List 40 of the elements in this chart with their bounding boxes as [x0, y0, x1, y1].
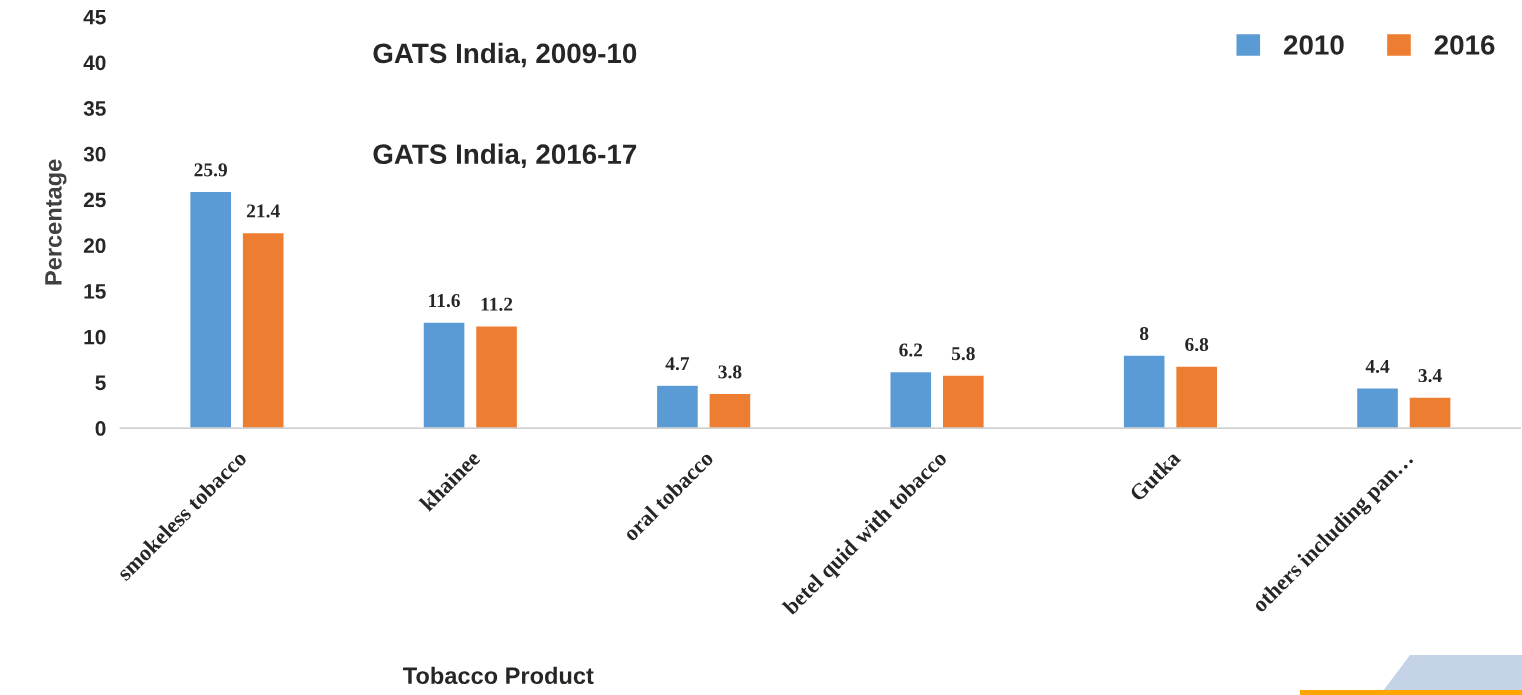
bar: [655, 384, 700, 429]
bar: [474, 325, 519, 429]
text: GATS India, 2016-17: [373, 143, 637, 169]
y-tick-label: 30: [83, 146, 106, 162]
y-tick-label: 15: [84, 284, 106, 299]
y-tick-label: 25: [83, 192, 106, 208]
bar: [1355, 387, 1400, 429]
y-tick-label: 35: [83, 101, 106, 116]
bar: [422, 321, 466, 429]
y-tick-label: 10: [84, 329, 106, 345]
y-tick-label: 5: [95, 375, 106, 391]
bar: [1122, 354, 1166, 429]
data-label: 25.9: [194, 163, 227, 177]
data-label: 4.4: [1365, 359, 1390, 374]
text: GATS India, 2009-10: [373, 42, 637, 68]
bar: [889, 370, 933, 429]
data-label: 5.8: [951, 347, 975, 361]
bar: [941, 374, 985, 429]
bar: [1408, 396, 1452, 429]
data-label: 3.8: [718, 365, 742, 379]
data-label: 21.4: [246, 204, 280, 218]
y-tick-label: 40: [83, 55, 106, 71]
data-label: 6.2: [899, 343, 923, 357]
data-label: 4.7: [665, 357, 690, 371]
y-tick-label: 20: [83, 238, 106, 254]
data-label: 6.8: [1185, 337, 1209, 352]
bar: [188, 190, 233, 429]
bar: [1174, 365, 1219, 429]
y-tick-label: 45: [83, 9, 106, 25]
data-label: 11.6: [429, 294, 460, 308]
data-label: 3.4: [1418, 369, 1442, 383]
bar: [241, 231, 285, 429]
legend-label: 2016: [1434, 35, 1495, 55]
y-axis-title: Percentage: [45, 159, 67, 285]
legend-label: 2010: [1283, 35, 1344, 55]
data-label: 8: [1139, 326, 1149, 341]
x-axis-title: Tobacco Product: [403, 666, 594, 685]
data-label: 11.2: [481, 297, 513, 311]
bar: [708, 392, 752, 429]
y-tick-label: 0: [95, 421, 106, 436]
